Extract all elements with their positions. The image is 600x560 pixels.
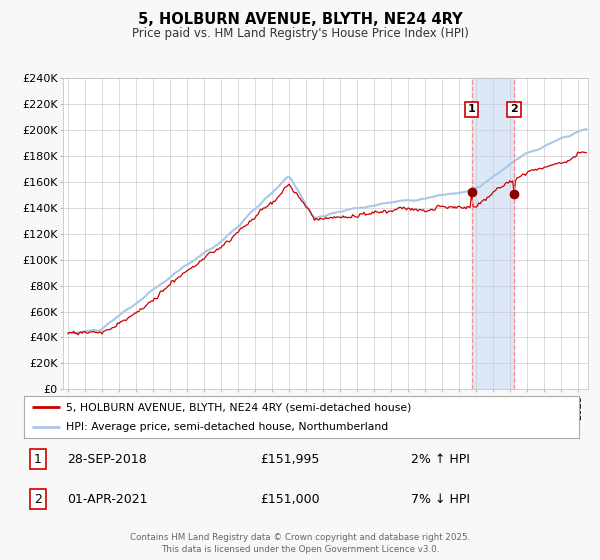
Text: HPI: Average price, semi-detached house, Northumberland: HPI: Average price, semi-detached house,… xyxy=(65,422,388,432)
Text: 5, HOLBURN AVENUE, BLYTH, NE24 4RY (semi-detached house): 5, HOLBURN AVENUE, BLYTH, NE24 4RY (semi… xyxy=(65,402,411,412)
Text: £151,000: £151,000 xyxy=(260,493,320,506)
Text: 7% ↓ HPI: 7% ↓ HPI xyxy=(411,493,470,506)
Text: £151,995: £151,995 xyxy=(261,452,320,465)
Text: 01-APR-2021: 01-APR-2021 xyxy=(67,493,148,506)
Text: 28-SEP-2018: 28-SEP-2018 xyxy=(67,452,147,465)
Text: This data is licensed under the Open Government Licence v3.0.: This data is licensed under the Open Gov… xyxy=(161,545,439,554)
Text: Contains HM Land Registry data © Crown copyright and database right 2025.: Contains HM Land Registry data © Crown c… xyxy=(130,533,470,542)
Text: 1: 1 xyxy=(468,105,475,114)
Text: 5, HOLBURN AVENUE, BLYTH, NE24 4RY: 5, HOLBURN AVENUE, BLYTH, NE24 4RY xyxy=(137,12,463,27)
Text: 2: 2 xyxy=(34,493,42,506)
Text: Price paid vs. HM Land Registry's House Price Index (HPI): Price paid vs. HM Land Registry's House … xyxy=(131,27,469,40)
Bar xyxy=(472,78,514,389)
Text: 1: 1 xyxy=(34,452,42,465)
Text: 2: 2 xyxy=(510,105,518,114)
Text: 2% ↑ HPI: 2% ↑ HPI xyxy=(411,452,470,465)
